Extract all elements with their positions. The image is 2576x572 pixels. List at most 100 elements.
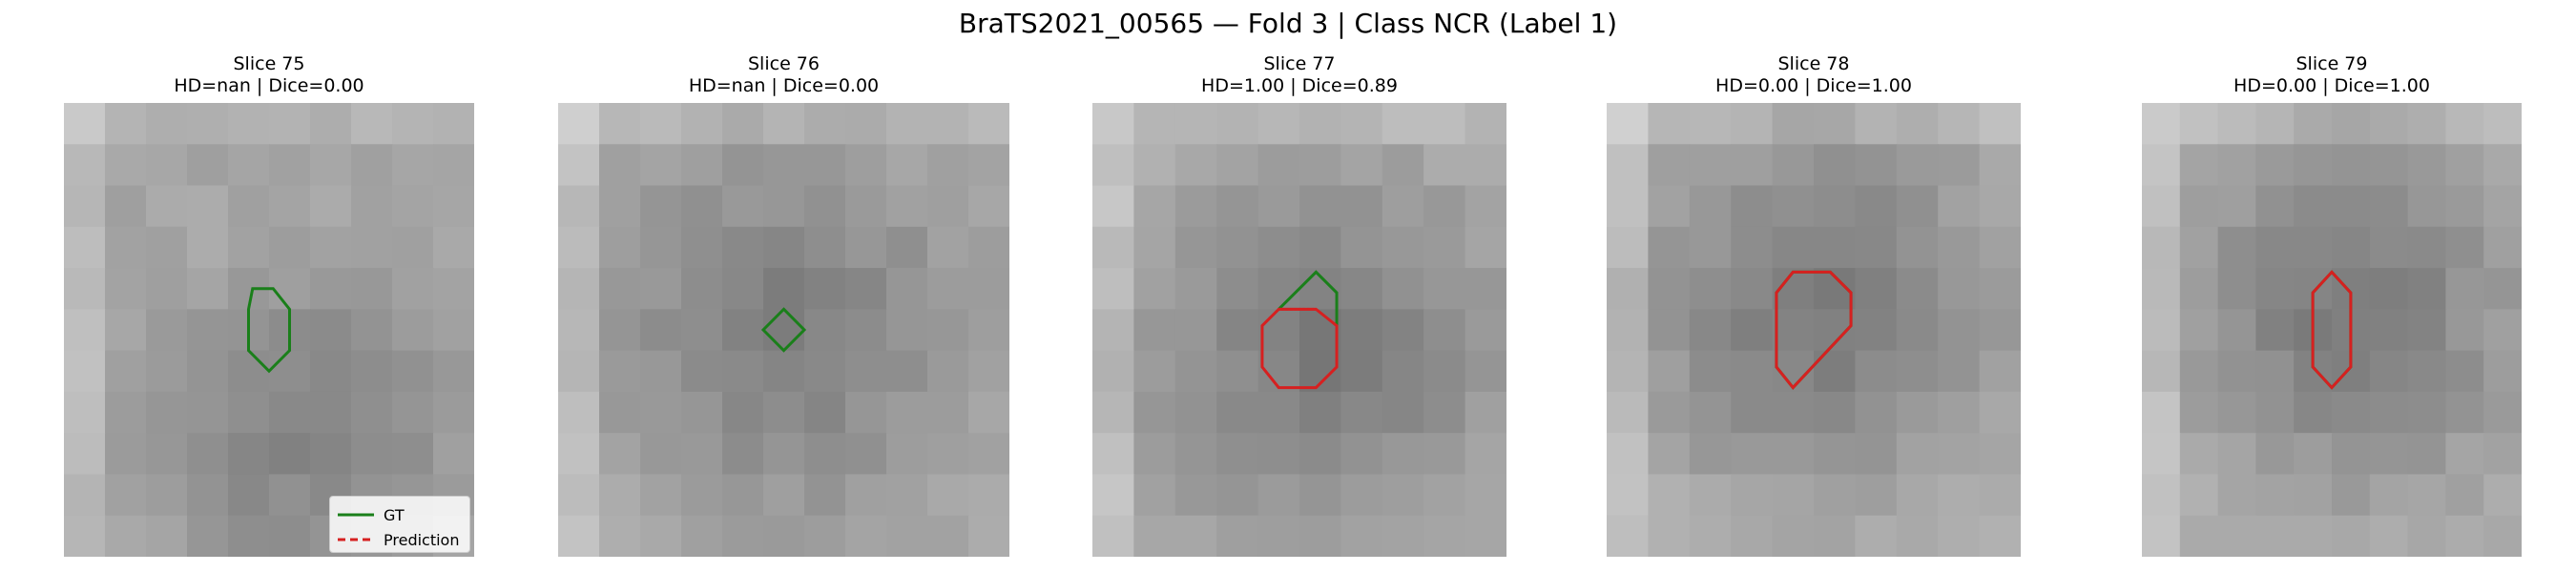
mri-pixel bbox=[1855, 433, 1898, 476]
mri-pixel bbox=[269, 515, 311, 557]
mri-pixel bbox=[1216, 103, 1259, 146]
mri-pixel bbox=[64, 350, 106, 393]
mri-pixel bbox=[968, 515, 1009, 557]
mri-pixel bbox=[1465, 474, 1506, 517]
mri-pixel bbox=[1381, 433, 1425, 476]
mri-pixel bbox=[1381, 350, 1425, 393]
mri-pixel bbox=[2483, 185, 2522, 228]
mri-pixel bbox=[64, 103, 106, 146]
mri-pixel bbox=[1814, 474, 1857, 517]
mri-pixel bbox=[1648, 144, 1691, 187]
mri-pixel bbox=[1465, 309, 1506, 352]
mri-pixel bbox=[146, 268, 188, 311]
mri-pixel bbox=[804, 391, 846, 435]
mri-pixel bbox=[2142, 144, 2181, 187]
mri-pixel bbox=[2217, 350, 2257, 393]
mri-pixel bbox=[763, 391, 805, 435]
mri-pixel bbox=[351, 309, 393, 352]
mri-pixel bbox=[1814, 103, 1857, 146]
mri-pixel bbox=[2332, 391, 2371, 435]
slice-panel-75: Slice 75 HD=nan | Dice=0.00 GT Predictio… bbox=[64, 53, 474, 557]
mri-pixel bbox=[804, 268, 846, 311]
mri-pixel bbox=[1979, 515, 2021, 557]
mri-pixel bbox=[1855, 391, 1898, 435]
mri-pixel bbox=[2217, 144, 2257, 187]
mri-pixel bbox=[2332, 185, 2371, 228]
legend: GT Prediction bbox=[329, 496, 470, 553]
mri-pixel bbox=[1092, 391, 1135, 435]
mri-pixel bbox=[1216, 474, 1259, 517]
mri-pixel bbox=[558, 103, 600, 146]
mri-pixel bbox=[1689, 474, 1733, 517]
mri-pixel bbox=[845, 391, 887, 435]
mri-pixel bbox=[2255, 185, 2295, 228]
mri-pixel bbox=[1257, 515, 1300, 557]
mri-pixel bbox=[681, 226, 723, 269]
mri-pixel bbox=[187, 391, 229, 435]
mri-pixel bbox=[187, 350, 229, 393]
mri-pixel bbox=[1896, 474, 1940, 517]
mri-pixel bbox=[845, 309, 887, 352]
mri-pixel bbox=[2407, 309, 2447, 352]
mri-pixel bbox=[1689, 515, 1733, 557]
mri-pixel bbox=[1979, 268, 2021, 311]
slice-metrics: HD=1.00 | Dice=0.89 bbox=[1201, 75, 1398, 96]
mri-pixel bbox=[886, 515, 928, 557]
mri-pixel bbox=[105, 226, 147, 269]
mri-pixel bbox=[1772, 226, 1815, 269]
mri-pixel bbox=[722, 226, 764, 269]
mri-pixel bbox=[2369, 391, 2409, 435]
mri-pixel bbox=[2217, 268, 2257, 311]
mri-pixel bbox=[1938, 474, 1981, 517]
mri-pixel bbox=[228, 350, 270, 393]
mri-pixel bbox=[2445, 226, 2484, 269]
mri-pixel bbox=[804, 433, 846, 476]
mri-pixel bbox=[1689, 268, 1733, 311]
mri-pixel bbox=[927, 391, 969, 435]
mri-pixel bbox=[1257, 433, 1300, 476]
mri-pixel bbox=[269, 433, 311, 476]
mri-pixel bbox=[392, 268, 434, 311]
mri-pixel bbox=[2294, 391, 2333, 435]
mri-pixel bbox=[968, 350, 1009, 393]
mri-pixel bbox=[2483, 226, 2522, 269]
mri-pixel bbox=[2369, 103, 2409, 146]
mri-pixel bbox=[1423, 433, 1466, 476]
mri-pixel bbox=[2369, 185, 2409, 228]
mri-pixel bbox=[228, 391, 270, 435]
mri-pixel bbox=[2217, 185, 2257, 228]
mri-pixel bbox=[599, 474, 641, 517]
mri-pixel bbox=[640, 268, 682, 311]
mri-pixel bbox=[845, 103, 887, 146]
mri-pixel bbox=[2217, 433, 2257, 476]
mri-pixel bbox=[1381, 226, 1425, 269]
mri-pixel bbox=[433, 433, 474, 476]
mri-pixel bbox=[1423, 515, 1466, 557]
mri-pixel bbox=[2369, 433, 2409, 476]
mri-pixel bbox=[1174, 474, 1218, 517]
mri-pixel bbox=[1855, 350, 1898, 393]
mri-pixel bbox=[722, 474, 764, 517]
mri-pixel bbox=[187, 185, 229, 228]
mri-pixel bbox=[1465, 185, 1506, 228]
mri-pixel bbox=[1607, 350, 1650, 393]
mri-pixel bbox=[228, 226, 270, 269]
mri-pixel bbox=[640, 226, 682, 269]
mri-pixel bbox=[2294, 474, 2333, 517]
mri-pixel bbox=[2142, 515, 2181, 557]
mri-pixel bbox=[599, 515, 641, 557]
mri-pixel bbox=[1731, 226, 1774, 269]
mri-pixel bbox=[1855, 309, 1898, 352]
mri-pixel bbox=[310, 391, 352, 435]
mri-pixel bbox=[146, 474, 188, 517]
mri-pixel bbox=[1423, 391, 1466, 435]
mri-pixel bbox=[2369, 309, 2409, 352]
mri-pixel bbox=[2445, 268, 2484, 311]
mri-pixel bbox=[2445, 433, 2484, 476]
mri-slice-image bbox=[64, 103, 474, 557]
mri-pixel bbox=[927, 350, 969, 393]
mri-pixel bbox=[2179, 391, 2219, 435]
mri-pixel bbox=[2407, 391, 2447, 435]
mri-pixel bbox=[2294, 226, 2333, 269]
mri-pixel bbox=[1381, 185, 1425, 228]
